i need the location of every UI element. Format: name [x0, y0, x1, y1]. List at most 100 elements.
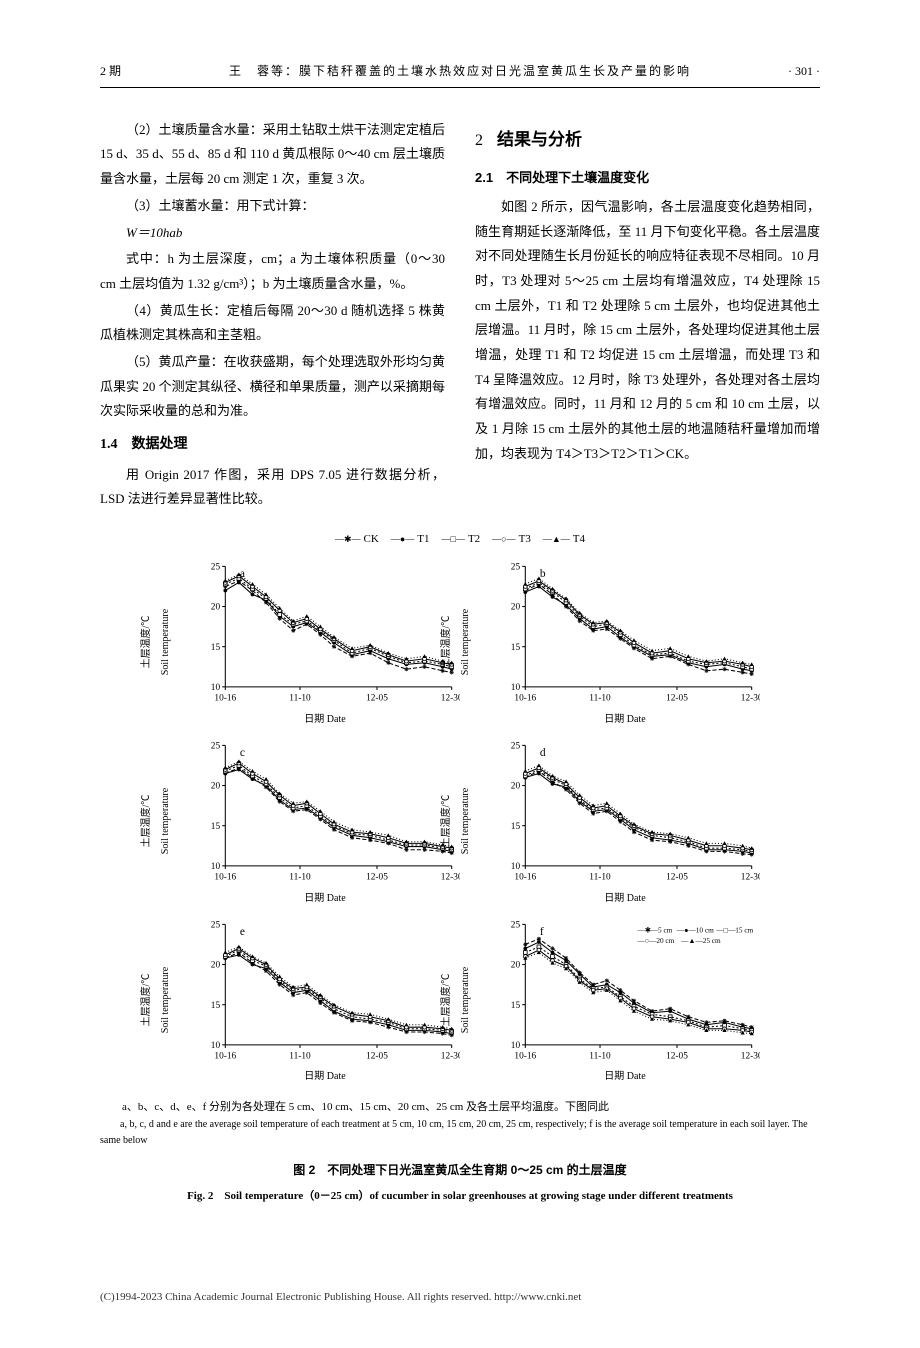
chart-cell-a: 土层温度/℃Soil temperature1015202510-1611-10…: [190, 556, 460, 729]
para-storage: （3）土壤蓄水量：用下式计算：: [100, 194, 445, 219]
svg-text:25: 25: [511, 741, 521, 751]
svg-text:15: 15: [211, 643, 221, 653]
svg-text:10: 10: [211, 1040, 221, 1050]
xlabel: 日期 Date: [490, 1067, 760, 1086]
svg-text:25: 25: [511, 920, 521, 930]
para-yield: （5）黄瓜产量：在收获盛期，每个处理选取外形均匀黄瓜果实 20 个测定其纵径、横…: [100, 350, 445, 424]
chart-cell-f: 土层温度/℃Soil temperature1015202510-1611-10…: [490, 914, 760, 1087]
heading-2-1: 2.1 不同处理下土壤温度变化: [475, 166, 820, 191]
svg-text:10-16: 10-16: [514, 1051, 536, 1061]
legend-item-T4: —▲—T4: [543, 529, 585, 550]
svg-text:12-05: 12-05: [366, 693, 388, 703]
page-number: · 301 ·: [740, 60, 820, 83]
svg-text:11-10: 11-10: [589, 1051, 611, 1061]
chart-d: 10 15 20 25 10-16 11-10 12-05 12-30 d: [490, 735, 760, 891]
svg-text:11-10: 11-10: [289, 693, 311, 703]
ylabel: 土层温度/℃Soil temperature: [437, 751, 475, 891]
svg-text:20: 20: [511, 960, 521, 970]
svg-text:10-16: 10-16: [514, 872, 536, 882]
svg-text:10-16: 10-16: [214, 1051, 236, 1061]
svg-text:25: 25: [511, 562, 521, 572]
svg-text:f: f: [540, 925, 544, 937]
ylabel: 土层温度/℃Soil temperature: [437, 572, 475, 712]
chart-e: 1015202510-1611-1012-0512-30e: [190, 914, 460, 1070]
xlabel: 日期 Date: [490, 889, 760, 908]
chart-cell-e: 土层温度/℃Soil temperature1015202510-1611-10…: [190, 914, 460, 1087]
svg-text:—○—20 cm: —○—20 cm: [636, 937, 674, 945]
svg-text:10-16: 10-16: [214, 872, 236, 882]
section-2-num: 2: [475, 126, 483, 156]
figure-top-legend: —✱—CK—●—T1—□—T2—○—T3—▲—T4: [100, 529, 820, 550]
svg-text:12-05: 12-05: [366, 872, 388, 882]
svg-text:12-30: 12-30: [741, 693, 760, 703]
svg-text:10: 10: [511, 862, 521, 872]
svg-text:20: 20: [211, 603, 221, 613]
svg-text:12-05: 12-05: [666, 693, 688, 703]
svg-text:12-30: 12-30: [741, 872, 760, 882]
section-2-title: 结果与分析: [497, 124, 582, 156]
ylabel: 土层温度/℃Soil temperature: [137, 572, 175, 712]
formula-W: W＝10hab: [100, 221, 445, 246]
svg-text:11-10: 11-10: [289, 1051, 311, 1061]
issue-label: 2 期: [100, 60, 180, 83]
figure-note-cn: a、b、c、d、e、f 分别为各处理在 5 cm、10 cm、15 cm、20 …: [100, 1098, 820, 1117]
svg-text:10: 10: [511, 1040, 521, 1050]
svg-text:—●—10 cm: —●—10 cm: [676, 926, 714, 934]
chart-a: 1015202510-1611-1012-0512-30a: [190, 556, 460, 712]
svg-text:b: b: [540, 568, 546, 580]
legend-item-T1: —●—T1: [391, 529, 430, 550]
svg-text:d: d: [540, 747, 546, 759]
svg-text:25: 25: [211, 741, 221, 751]
xlabel: 日期 Date: [190, 710, 460, 729]
svg-text:10-16: 10-16: [514, 693, 536, 703]
svg-text:20: 20: [511, 781, 521, 791]
svg-text:15: 15: [511, 1000, 521, 1010]
svg-text:25: 25: [211, 920, 221, 930]
svg-text:11-10: 11-10: [589, 872, 611, 882]
page-footer: (C)1994-2023 China Academic Journal Elec…: [100, 1287, 820, 1308]
svg-text:20: 20: [211, 781, 221, 791]
body-columns: （2）土壤质量含水量：采用土钻取土烘干法测定定植后 15 d、35 d、55 d…: [100, 118, 820, 514]
legend-item-T2: —□—T2: [442, 529, 481, 550]
svg-text:12-05: 12-05: [366, 1051, 388, 1061]
figure-caption-cn: 图 2 不同处理下日光温室黄瓜全生育期 0～25 cm 的土层温度: [100, 1159, 820, 1182]
svg-text:10-16: 10-16: [214, 693, 236, 703]
para-data-proc: 用 Origin 2017 作图，采用 DPS 7.05 进行数据分析，LSD …: [100, 463, 445, 512]
svg-text:10: 10: [511, 683, 521, 693]
svg-text:15: 15: [211, 1000, 221, 1010]
figure-2: —✱—CK—●—T1—□—T2—○—T3—▲—T4 土层温度/℃Soil tem…: [100, 529, 820, 1207]
running-title: 王 蓉等：膜下秸秆覆盖的土壤水热效应对日光温室黄瓜生长及产量的影响: [180, 60, 740, 83]
svg-text:e: e: [240, 925, 245, 937]
xlabel: 日期 Date: [190, 1067, 460, 1086]
svg-text:c: c: [240, 747, 245, 759]
running-header: 2 期 王 蓉等：膜下秸秆覆盖的土壤水热效应对日光温室黄瓜生长及产量的影响 · …: [100, 60, 820, 88]
chart-b: 10 15 20 25 10-16 11-10 12-05 12-30 b: [490, 556, 760, 712]
svg-text:12-05: 12-05: [666, 872, 688, 882]
figure-caption-en: Fig. 2 Soil temperature（0－25 cm）of cucum…: [100, 1186, 820, 1207]
chart-cell-c: 土层温度/℃Soil temperature1015202510-1611-10…: [190, 735, 460, 908]
svg-text:—□—15 cm: —□—15 cm: [715, 926, 753, 934]
svg-text:—✱—5 cm: —✱—5 cm: [636, 926, 672, 934]
svg-text:20: 20: [511, 603, 521, 613]
section-2-header: 2 结果与分析: [475, 124, 820, 156]
svg-text:—▲—25 cm: —▲—25 cm: [680, 937, 721, 945]
svg-text:15: 15: [511, 822, 521, 832]
ylabel: 土层温度/℃Soil temperature: [437, 930, 475, 1070]
legend-item-CK: —✱—CK: [335, 529, 379, 550]
chart-c: 1015202510-1611-1012-0512-30c: [190, 735, 460, 891]
xlabel: 日期 Date: [490, 710, 760, 729]
ylabel: 土层温度/℃Soil temperature: [137, 751, 175, 891]
para-formula-explain: 式中：h 为土层深度，cm；a 为土壤体积质量（0～30 cm 土层均值为 1.…: [100, 247, 445, 296]
chart-cell-d: 土层温度/℃Soil temperature1015202510-1611-10…: [490, 735, 760, 908]
svg-text:12-05: 12-05: [666, 1051, 688, 1061]
chart-grid: 土层温度/℃Soil temperature 10 15 20 25 10-16 11-10…: [100, 556, 820, 1086]
ylabel: 土层温度/℃Soil temperature: [137, 930, 175, 1070]
svg-text:15: 15: [511, 643, 521, 653]
right-column: 2 结果与分析 2.1 不同处理下土壤温度变化 如图 2 所示，因气温影响，各土…: [475, 118, 820, 514]
svg-text:25: 25: [211, 562, 221, 572]
chart-cell-b: 土层温度/℃Soil temperature1015202510-1611-10…: [490, 556, 760, 729]
svg-text:11-10: 11-10: [589, 693, 611, 703]
figure-note-en: a, b, c, d and e are the average soil te…: [100, 1117, 820, 1149]
svg-text:20: 20: [211, 960, 221, 970]
svg-text:12-30: 12-30: [741, 1051, 760, 1061]
